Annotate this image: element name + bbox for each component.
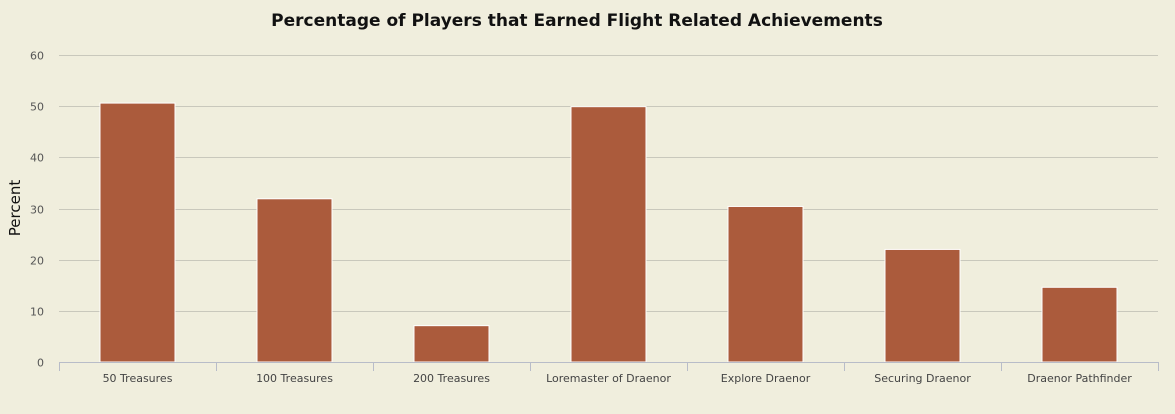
x-tick-label: Loremaster of Draenor	[546, 372, 671, 385]
y-tick-label: 50	[30, 101, 44, 114]
x-tick-label: Explore Draenor	[721, 372, 811, 385]
x-tick-label: 50 Treasures	[103, 372, 173, 385]
y-axis-label: Percent	[6, 180, 24, 237]
x-tick-label: 200 Treasures	[413, 372, 490, 385]
y-tick-label: 40	[30, 152, 44, 165]
bar[interactable]	[727, 205, 804, 363]
y-axis-ticks: 0 10 20 30 40 50 60	[30, 50, 44, 370]
y-tick-label: 0	[37, 357, 44, 370]
bar[interactable]	[99, 102, 176, 363]
bar[interactable]	[570, 106, 647, 363]
bars	[99, 102, 1118, 363]
x-tick-label: Draenor Pathfinder	[1027, 372, 1132, 385]
x-axis: 50 Treasures 100 Treasures 200 Treasures Lo…	[59, 362, 1159, 385]
x-tick-label: Securing Draenor	[874, 372, 971, 385]
y-tick-label: 30	[30, 204, 44, 217]
bar[interactable]	[884, 248, 961, 363]
y-tick-label: 10	[30, 306, 44, 319]
bar[interactable]	[413, 325, 490, 363]
bar[interactable]	[1041, 286, 1118, 363]
y-tick-label: 60	[30, 50, 44, 63]
x-tick-label: 100 Treasures	[256, 372, 333, 385]
bar[interactable]	[256, 198, 333, 363]
chart-title: Percentage of Players that Earned Flight…	[271, 11, 883, 31]
y-tick-label: 20	[30, 255, 44, 268]
